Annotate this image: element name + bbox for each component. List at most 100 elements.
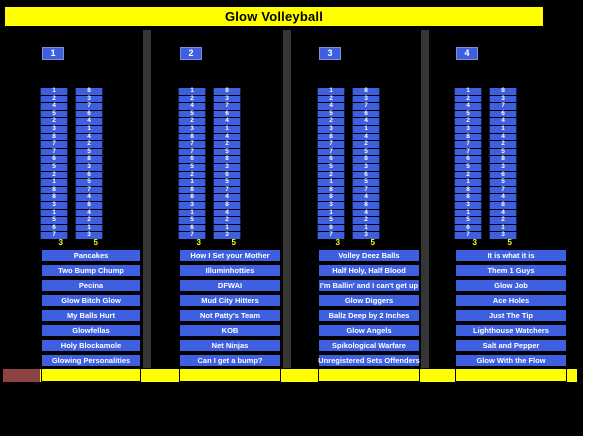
column-number-header: 2 (180, 47, 202, 60)
footer-cell (318, 368, 420, 382)
rotation-cell: 7 (317, 232, 345, 239)
rotation-cell: 8 (75, 201, 103, 209)
team-name-cell: Half Holy, Half Blood (318, 264, 420, 277)
footer-red-segment (3, 369, 40, 382)
rotation-cell: 1 (317, 179, 345, 186)
rotation-cell: 3 (352, 163, 380, 171)
rotation-cell: 8 (178, 186, 206, 194)
rotation-cell: 3 (317, 201, 345, 209)
rotation-cell: 5 (75, 179, 103, 186)
rotation-cell: 6 (178, 224, 206, 232)
rotation-cell: 5 (40, 110, 68, 118)
rotation-cell: 2 (75, 141, 103, 148)
rotation-cell: 3 (489, 95, 517, 103)
rotation-cell: 8 (352, 87, 380, 95)
rotation-cell: 4 (213, 209, 241, 217)
rotation-cell: 3 (75, 163, 103, 171)
rotation-cell: 8 (213, 87, 241, 95)
rotation-cell: 4 (352, 118, 380, 125)
rotation-cell: 7 (40, 141, 68, 148)
rotation-cell: 1 (40, 87, 68, 95)
rotation-cell: 7 (352, 186, 380, 194)
rotation-cell: 6 (75, 171, 103, 179)
rotation-cell: 2 (178, 171, 206, 179)
rotation-cell: 8 (317, 194, 345, 201)
rotation-cell: 2 (40, 95, 68, 103)
column-number-header: 3 (319, 47, 341, 60)
rotation-cell: 5 (454, 217, 482, 224)
team-name-cell: Them 1 Guys (455, 264, 567, 277)
team-name-cell: Pancakes (41, 249, 141, 262)
team-name-cell: Glow Angels (318, 324, 420, 337)
team-name-cell: How I Set your Mother (179, 249, 281, 262)
rotation-cell: 2 (75, 217, 103, 224)
court-label-left: 3 (196, 238, 201, 247)
rotation-cell: 6 (40, 224, 68, 232)
rotation-cell: 8 (178, 194, 206, 201)
rotation-cell: 7 (75, 103, 103, 110)
rotation-cell: 4 (213, 133, 241, 141)
rotation-cell: 5 (317, 110, 345, 118)
rotation-cell: 7 (489, 103, 517, 110)
footer-cell (41, 368, 141, 382)
rotation-cell: 1 (489, 125, 517, 133)
rotation-cell: 6 (213, 110, 241, 118)
rotation-cell: 4 (40, 103, 68, 110)
rotation-cell: 8 (213, 201, 241, 209)
rotation-cell: 5 (454, 110, 482, 118)
rotation-cell: 7 (489, 186, 517, 194)
rotation-cell: 4 (352, 209, 380, 217)
rotation-cell: 6 (178, 156, 206, 163)
rotation-cell: 6 (75, 110, 103, 118)
team-name-cell: Glow Job (455, 279, 567, 292)
team-name-cell: Ballz Deep by 2 Inches (318, 309, 420, 322)
rotation-cell: 2 (489, 217, 517, 224)
court-label-right: 5 (370, 238, 375, 247)
rotation-cell: 2 (454, 118, 482, 125)
team-list: It is what it is Them 1 Guys Glow Job Ace H… (455, 249, 567, 367)
rotation-cell: 5 (75, 148, 103, 156)
rotation-cell: 6 (352, 110, 380, 118)
rotation-cell: 2 (489, 141, 517, 148)
column-number-header: 4 (456, 47, 478, 60)
rotation-cell: 1 (317, 209, 345, 217)
rotation-cell: 1 (454, 179, 482, 186)
rotation-cell: 7 (454, 141, 482, 148)
team-name-cell: Glow Bitch Glow (41, 294, 141, 307)
rotation-cell: 4 (489, 209, 517, 217)
rotation-cell: 4 (213, 194, 241, 201)
rotation-cell: 7 (213, 103, 241, 110)
team-name-cell: My Balls Hurt (41, 309, 141, 322)
rotation-cell: 8 (454, 133, 482, 141)
rotation-cell: 8 (489, 156, 517, 163)
court-label-right: 5 (507, 238, 512, 247)
rotation-cell: 8 (352, 156, 380, 163)
rotation-cell: 3 (454, 201, 482, 209)
team-name-cell: Not Patty's Team (179, 309, 281, 322)
rotation-cell: 5 (454, 163, 482, 171)
team-list: How I Set your Mother Illuminhotties DFWAI… (179, 249, 281, 367)
rotation-cell: 2 (454, 171, 482, 179)
rotation-cell: 8 (213, 156, 241, 163)
rotation-cell: 7 (178, 141, 206, 148)
rotation-cell: 3 (489, 232, 517, 239)
rotation-cell: 5 (489, 148, 517, 156)
rotation-cell: 6 (213, 171, 241, 179)
rotation-cell: 7 (454, 148, 482, 156)
team-name-cell: Mud City Hitters (179, 294, 281, 307)
rotation-cell: 8 (454, 194, 482, 201)
rotation-cell: 8 (317, 133, 345, 141)
column-number-header: 1 (42, 47, 64, 60)
team-name-cell: Glowing Personalities (41, 354, 141, 367)
rotation-cell: 8 (40, 194, 68, 201)
rotation-cell: 2 (40, 171, 68, 179)
rotation-cell: 3 (317, 125, 345, 133)
column-divider (421, 30, 429, 368)
rotation-cell: 5 (178, 163, 206, 171)
